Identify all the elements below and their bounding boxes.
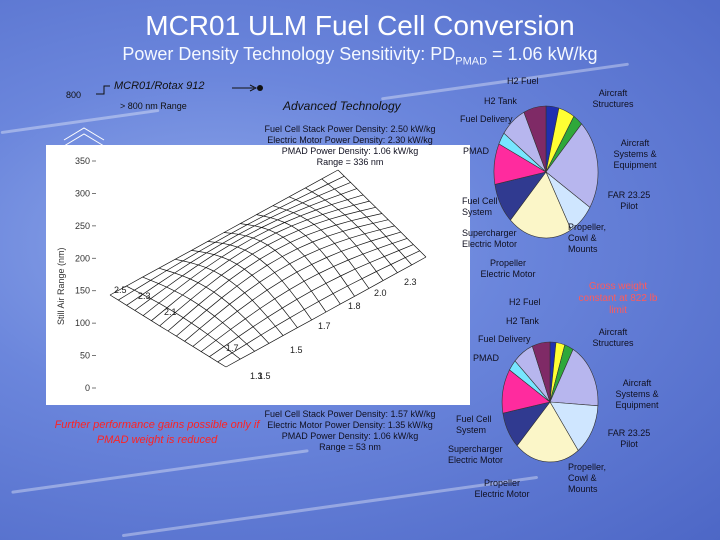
top-pie-label-fuel-delivery: Fuel Delivery <box>460 114 513 124</box>
y-tick-label: 150 <box>75 286 90 296</box>
surface-grid-line <box>191 250 298 328</box>
top-pie-label-structures: Aircraft Structures <box>592 88 634 109</box>
gross-weight-note: Gross weight constant at 822 lb limit <box>578 281 658 316</box>
surface-grid-line <box>225 256 427 368</box>
y-tick-label: 100 <box>75 318 90 328</box>
surface-grid-line <box>175 258 284 336</box>
surface-grid-line <box>192 231 401 347</box>
top-pie-label-supercharger: Supercharger Electric Motor <box>462 228 518 249</box>
top-pie-label-pmad: PMAD <box>463 146 490 156</box>
bottom-case-specs: Fuel Cell Stack Power Density: 1.57 kW/k… <box>252 409 448 453</box>
pie-slice <box>545 123 599 208</box>
surface-plot-panel: 350 300 250 200 150 100 50 0 Still Air Range (nm… <box>46 145 470 405</box>
background-streak <box>11 449 309 494</box>
top-pie-label-propeller-cowl: Propeller, Cowl & Mounts <box>568 222 607 254</box>
surface-grid-line <box>167 213 383 332</box>
bottom-pie-label-propeller-cowl: Propeller, Cowl & Mounts <box>568 462 607 494</box>
pie-slice <box>531 341 551 403</box>
surface-grid-line <box>256 214 355 297</box>
bottom-case-line: Range = 53 nm <box>319 442 381 452</box>
y-axis-label: Still Air Range (nm) <box>56 247 66 325</box>
axis-b-tick-label: 2.3 <box>404 277 417 287</box>
baseline-tick-800: 800 <box>66 90 82 100</box>
bottom-pie-label-structures: Aircraft Structures <box>592 327 634 348</box>
y-tick-label: 300 <box>75 188 90 198</box>
surface-grid-line <box>126 182 351 306</box>
bottom-pie-label-propeller-motor: Propeller Electric Motor <box>474 478 530 499</box>
advanced-technology-label: Advanced Technology <box>283 99 401 113</box>
bottom-pie-label-h2-fuel: H2 Fuel <box>509 297 541 307</box>
top-pie-label-pilot: FAR 23.25 Pilot <box>607 190 651 211</box>
pie-slice <box>510 171 572 239</box>
bottom-pie-label-h2-tank: H2 Tank <box>506 316 539 326</box>
surface-grid-line <box>217 250 420 363</box>
bottom-pie-label-fuel-delivery: Fuel Delivery <box>478 334 531 344</box>
bottom-case-line: Fuel Cell Stack Power Density: 1.57 kW/k… <box>264 409 436 419</box>
bottom-pie-label-systems: Aircraft Systems & Equipment <box>615 378 659 410</box>
y-tick-label: 50 <box>80 351 90 361</box>
axis-b-tick-label: 1.3 <box>250 371 263 381</box>
top-pie-label-systems: Aircraft Systems & Equipment <box>613 138 657 170</box>
top-case-line: Electric Motor Power Density: 2.30 kW/kg <box>267 135 433 145</box>
slide-title: MCR01 ULM Fuel Cell Conversion <box>145 10 575 41</box>
y-tick-label: 200 <box>75 253 90 263</box>
axis-b-tick-label: 2.0 <box>374 288 387 298</box>
pie-slice <box>549 401 599 451</box>
surface-grid-line <box>209 244 414 357</box>
surface-grid-line <box>337 169 427 258</box>
surface-grid-line <box>288 196 384 281</box>
surface-grid-line <box>272 205 370 289</box>
bottom-pie-label-pilot: FAR 23.25 Pilot <box>607 428 651 449</box>
surface-chart: 350 300 250 200 150 100 50 0 Still Air Range (nm… <box>56 156 427 393</box>
surface-grid-line <box>176 219 389 337</box>
y-tick-label: 250 <box>75 221 90 231</box>
surface-grid-line <box>200 238 408 352</box>
surface-grid-line <box>305 187 398 273</box>
surface-grid-line <box>158 267 270 344</box>
axis-b-tick-label: 1.5 <box>290 345 303 355</box>
top-case-line: Range = 336 nm <box>316 157 384 167</box>
surface-grid-line <box>240 223 341 305</box>
baseline-bracket <box>63 84 263 147</box>
surface-grid-line <box>184 225 395 342</box>
slide-subtitle: Power Density Technology Sensitivity: PD… <box>122 44 598 68</box>
bottom-weight-pie <box>501 341 599 463</box>
baseline-label: MCR01/Rotax 912 <box>114 80 205 92</box>
top-pie-label-h2-tank: H2 Tank <box>484 96 517 106</box>
further-gains-note: Further performance gains possible only … <box>54 419 260 446</box>
surface-grid-line <box>159 206 376 327</box>
baseline-range-label: > 800 nm Range <box>120 101 187 111</box>
bottom-pie-label-fuel-cell: Fuel Cell System <box>456 414 492 435</box>
axis-b-tick-label: 1.7 <box>318 321 331 331</box>
axis-a-tick-label: 1.7 <box>226 343 239 353</box>
bottom-case-line: PMAD Power Density: 1.06 kW/kg <box>281 431 419 441</box>
y-tick-label: 350 <box>75 156 90 166</box>
pie-slice <box>523 105 547 173</box>
surface-grid-line <box>142 194 364 316</box>
y-tick-label: 0 <box>85 383 90 393</box>
pie-slice <box>516 401 579 463</box>
axis-a-tick-label: 2.5 <box>114 285 127 295</box>
bottom-pie-label-supercharger: Supercharger Electric Motor <box>448 444 504 465</box>
axis-a-tick-label: 1.5 <box>258 371 271 381</box>
top-pie-label-h2-fuel: H2 Fuel <box>507 76 539 86</box>
top-pie-label-propeller-motor: Propeller Electric Motor <box>480 258 536 279</box>
top-case-line: PMAD Power Density: 1.06 kW/kg <box>281 146 419 156</box>
bottom-case-line: Electric Motor Power Density: 1.35 kW/kg <box>267 420 433 430</box>
axis-b-tick-label: 1.8 <box>348 301 361 311</box>
surface-grid-line <box>321 178 412 266</box>
bottom-pie-label-pmad: PMAD <box>473 353 500 363</box>
top-weight-pie <box>493 105 599 239</box>
top-pie-label-fuel-cell: Fuel Cell System <box>462 196 498 217</box>
top-case-line: Fuel Cell Stack Power Density: 2.50 kW/k… <box>264 124 436 134</box>
axis-a-tick-label: 2.3 <box>138 291 151 301</box>
axis-a-tick-label: 2.1 <box>164 307 177 317</box>
top-case-specs: Fuel Cell Stack Power Density: 2.50 kW/k… <box>252 124 448 168</box>
pie-slice <box>549 348 599 407</box>
